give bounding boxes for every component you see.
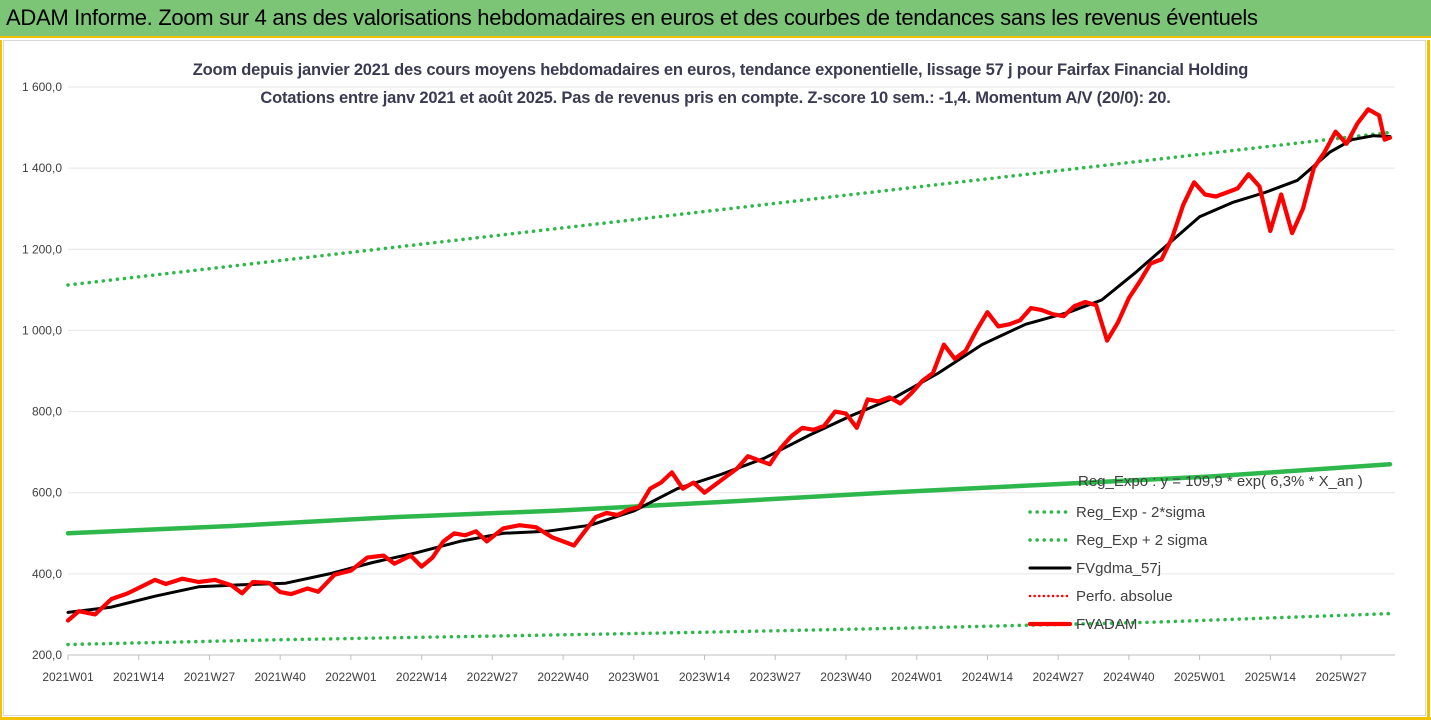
y-tick-label: 1 200,0 bbox=[22, 242, 62, 256]
gridlines bbox=[68, 86, 1395, 656]
series-fvgdma-57j bbox=[66, 134, 1392, 614]
chart-subtitle: Cotations entre janv 2021 et août 2025. … bbox=[260, 89, 1171, 107]
series-reg-expo bbox=[65, 462, 1393, 536]
x-tick-label: 2023W01 bbox=[608, 670, 660, 684]
x-tick-label: 2024W40 bbox=[1103, 670, 1155, 684]
x-tick-label: 2022W27 bbox=[467, 670, 519, 684]
y-tick-label: 1 000,0 bbox=[22, 323, 62, 337]
y-tick-label: 400,0 bbox=[32, 567, 62, 581]
y-tick-label: 200,0 bbox=[32, 648, 62, 662]
chart-title: Zoom depuis janvier 2021 des cours moyen… bbox=[192, 61, 1249, 79]
chart-frame bbox=[3, 40, 1426, 716]
legend-label: Reg_Exp + 2 sigma bbox=[1076, 532, 1208, 549]
legend-label: FVgdma_57j bbox=[1076, 560, 1161, 577]
report-title: ADAM Informe. Zoom sur 4 ans des valoris… bbox=[6, 5, 1258, 30]
x-axis-ticks: 2021W01 2021W14 2021W27 2021W40 2022W01 2022W… bbox=[42, 654, 1395, 684]
y-tick-label: 800,0 bbox=[32, 405, 62, 419]
x-tick-label: 2022W40 bbox=[537, 670, 589, 684]
x-tick-label: 2022W01 bbox=[325, 670, 377, 684]
x-tick-label: 2021W14 bbox=[113, 670, 165, 684]
x-tick-label: 2022W14 bbox=[396, 670, 448, 684]
y-tick-label: 1 400,0 bbox=[22, 161, 62, 175]
report-banner: ADAM Informe. Zoom sur 4 ans des valoris… bbox=[0, 0, 1431, 38]
x-tick-label: 2025W27 bbox=[1315, 670, 1367, 684]
regression-equation: Reg_Expo : y = 109,9 * exp( 6,3% * X_an … bbox=[1078, 473, 1363, 490]
x-tick-label: 2023W14 bbox=[679, 670, 731, 684]
legend-label: FVADAM bbox=[1076, 616, 1137, 633]
x-tick-label: 2023W27 bbox=[750, 670, 802, 684]
x-tick-label: 2023W40 bbox=[820, 670, 872, 684]
legend-label: Perfo. absolue bbox=[1076, 588, 1173, 605]
x-tick-label: 2024W01 bbox=[891, 670, 943, 684]
frame-edge-bottom bbox=[0, 717, 1431, 720]
y-tick-label: 600,0 bbox=[32, 486, 62, 500]
series-lines bbox=[65, 107, 1393, 647]
y-axis-ticks: 1 600,0 1 400,0 1 200,0 1 000,0 800,0 600,0 40… bbox=[22, 80, 62, 662]
x-tick-label: 2021W27 bbox=[184, 670, 236, 684]
series-reg-exp-2-sigma bbox=[66, 130, 1392, 287]
x-tick-label: 2025W01 bbox=[1174, 670, 1226, 684]
x-tick-label: 2024W27 bbox=[1032, 670, 1084, 684]
x-tick-label: 2021W40 bbox=[254, 670, 306, 684]
y-tick-label: 1 600,0 bbox=[22, 80, 62, 94]
frame-edge-right bbox=[1427, 40, 1430, 720]
series-fvadam bbox=[65, 107, 1393, 623]
x-tick-label: 2025W14 bbox=[1245, 670, 1297, 684]
series-reg-exp-2-sigma bbox=[66, 611, 1392, 647]
x-tick-label: 2024W14 bbox=[962, 670, 1014, 684]
x-tick-label: 2021W01 bbox=[42, 670, 94, 684]
chart-legend: Reg_Expo : y = 109,9 * exp( 6,3% * X_an … bbox=[1027, 473, 1363, 633]
legend-label: Reg_Exp - 2*sigma bbox=[1076, 504, 1206, 521]
frame-edge-left bbox=[0, 40, 2, 720]
